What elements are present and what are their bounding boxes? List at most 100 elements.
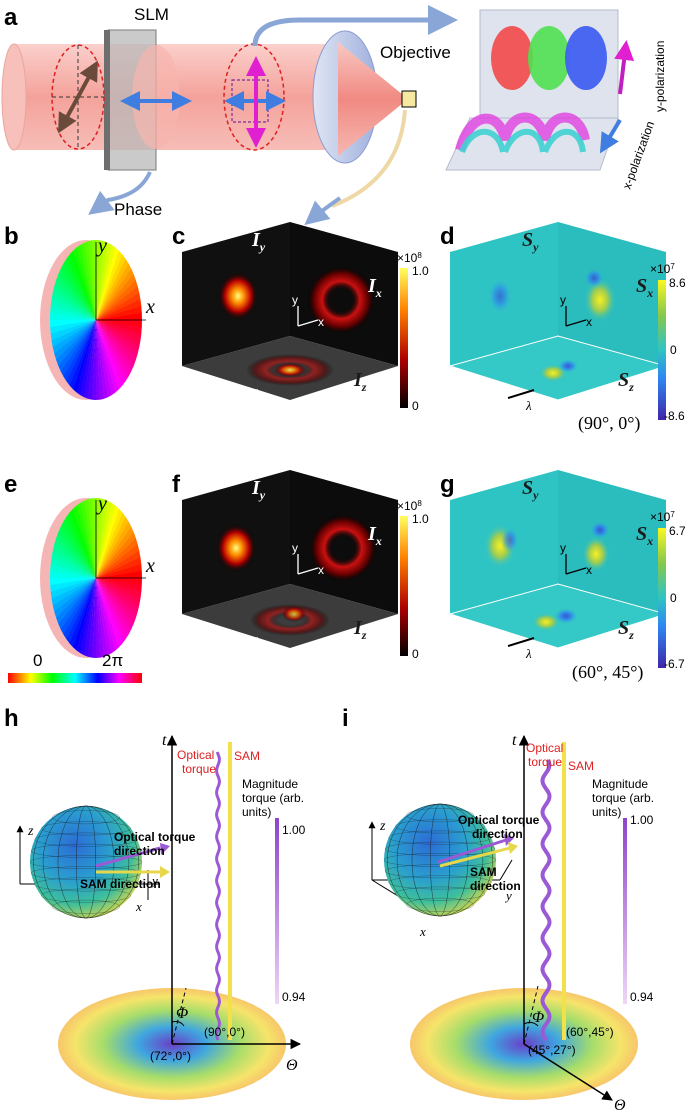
sphere-sam-label-h: SAM direction [80,877,161,891]
t-axis-label-i: t [512,732,517,749]
phase-disk-y-label: y [96,235,107,257]
panel-label-a: a [4,4,18,31]
sam-coord-h: (90°,0°) [204,1025,245,1039]
panel-label-f: f [172,471,181,498]
sphere-torque-label-i-1: Optical torque [458,813,540,827]
sphere-sam-label-i-2: direction [470,879,521,893]
spin-axis-y: y [560,293,566,307]
magnitude-min-i: 0.94 [630,990,654,1004]
face-label-2-ix: Ix [367,523,382,548]
sphere-torque-label-h-2: direction [114,844,165,858]
spin-colorbar-1-exponent: ×107 [650,262,675,276]
intensity-colorbar-exponent: ×108 [397,251,422,265]
magnitude-label-i-2: torque (arb. [592,791,654,805]
magnitude-label-h-3: units) [242,805,271,819]
phase-disk-2-x-label: x [145,555,155,577]
y-polarization-label: y-polarization [653,41,667,112]
panel-label-b: b [4,223,19,250]
panel-a: a SLM Objective Phase [1,4,667,226]
helical-wavefront [455,112,590,152]
phase-disk-x-label: x [145,296,155,318]
focusing-cone [338,42,408,156]
spin-scale-label: λ [525,398,532,413]
spin-colorbar-2 [658,528,666,668]
spin-colorbar-1-min: -8.6 [664,409,685,423]
phase-colorbar-max: 2π [102,651,123,670]
phi-label-i: Φ [532,1009,544,1026]
theta-axis-label-i: Θ [614,1097,626,1114]
panel-d: d Sy Sx Sz y x λ ×107 8.6 0 -8.6 (90°, 0… [440,222,685,434]
optical-torque-trace-i [540,759,552,1042]
x-polarization-label: x-polarization [620,119,658,191]
face-label-2-sx: Sx [636,523,653,548]
theta-axis-label-h: Θ [286,1057,298,1074]
panel-h: h t Θ Φ Optical torque SAM Magnitude tor… [4,705,306,1100]
row2-angle-label: (60°, 45°) [572,662,643,683]
intensity-colorbar-max: 1.0 [412,264,429,278]
panel-g: g Sy Sx Sz y x λ ×107 6.7 0 -6.7 (60°, 4… [440,470,685,683]
sphere-torque-label-i-2: direction [472,827,523,841]
intensity-colorbar-2-exponent: ×108 [397,499,422,513]
intensity-colorbar-2 [400,516,408,656]
spin-colorbar-1-max: 8.6 [669,276,685,290]
magnitude-max-i: 1.00 [630,813,654,827]
magnitude-colorbar-h [275,818,279,1004]
spin-2-axis-x: x [586,563,592,577]
t-axis-label-h: t [162,732,167,749]
magnitude-label-i-1: Magnitude [592,777,648,791]
face-label-sx: Sx [636,275,653,300]
panel-label-h: h [4,705,19,732]
intensity-2-scale-label: λ [249,646,256,661]
x-polarization-arrow [599,118,622,154]
face-label-2-iz: Iz [353,617,367,642]
phase-label: Phase [114,200,162,219]
magnitude-min-h: 0.94 [282,990,306,1004]
optical-torque-label-i-2: torque [528,755,562,769]
objective-label: Objective [380,43,451,62]
panel-label-g: g [440,471,455,498]
sphere-sam-label-i-1: SAM [470,865,497,879]
magnitude-label-h-1: Magnitude [242,777,298,791]
magnitude-label-h-2: torque (arb. [242,791,304,805]
intensity-scale-label: λ [249,398,256,413]
spin-colorbar-2-min: -6.7 [664,657,685,671]
torque-coord-i: (45°,27°) [528,1043,576,1057]
magnitude-colorbar-i [623,818,627,1004]
torque-coord-h: (72°,0°) [150,1049,191,1063]
input-polarization-arrow [58,60,98,134]
spin-colorbar-2-exponent: ×107 [650,510,675,524]
intensity-2-axis-y: y [292,541,298,555]
spin-2-scale-label: λ [525,646,532,661]
spin-axis-x: x [586,315,592,329]
face-label-2-iy: Iy [251,477,266,502]
phase-disk [50,240,142,400]
y-polarization-arrow [614,40,635,95]
spin-colorbar-2-mid: 0 [670,591,677,605]
phase-disk-tilted [50,498,142,658]
intensity-colorbar-2-max: 1.0 [412,512,429,526]
panel-label-c: c [172,223,185,250]
phase-disk-2-y-label: y [96,493,107,515]
panel-f: f Iy Ix Iz y x λ ×108 1.0 0 [172,470,429,661]
optical-torque-label-i-1: Optical [526,741,563,755]
optical-torque-trace-h [215,751,221,1041]
sphere-axis-y-i: y [504,888,512,903]
sphere-torque-label-h-1: Optical torque [114,830,196,844]
spin-colorbar-1 [658,280,666,420]
phase-colorbar-min: 0 [33,651,42,670]
spin-colorbar-1-mid: 0 [670,343,677,357]
intensity-colorbar-2-min: 0 [412,647,419,661]
intensity-2-axis-x: x [318,563,324,577]
row1-angle-label: (90°, 0°) [578,413,640,434]
phase-colorbar [8,673,142,683]
sam-coord-i: (60°,45°) [566,1025,614,1039]
face-label-2-sy: Sy [522,477,539,502]
spin-colorbar-2-max: 6.7 [669,524,685,538]
face-label-ix: Ix [367,275,382,300]
magnitude-label-i-3: units) [592,805,621,819]
face-label-iz: Iz [353,369,367,394]
panel-b: b y x [4,223,155,400]
sphere-axis-z-i: z [379,819,386,834]
panel-c: c Iy Ix Iz y x λ ×108 1.0 0 [172,222,429,413]
